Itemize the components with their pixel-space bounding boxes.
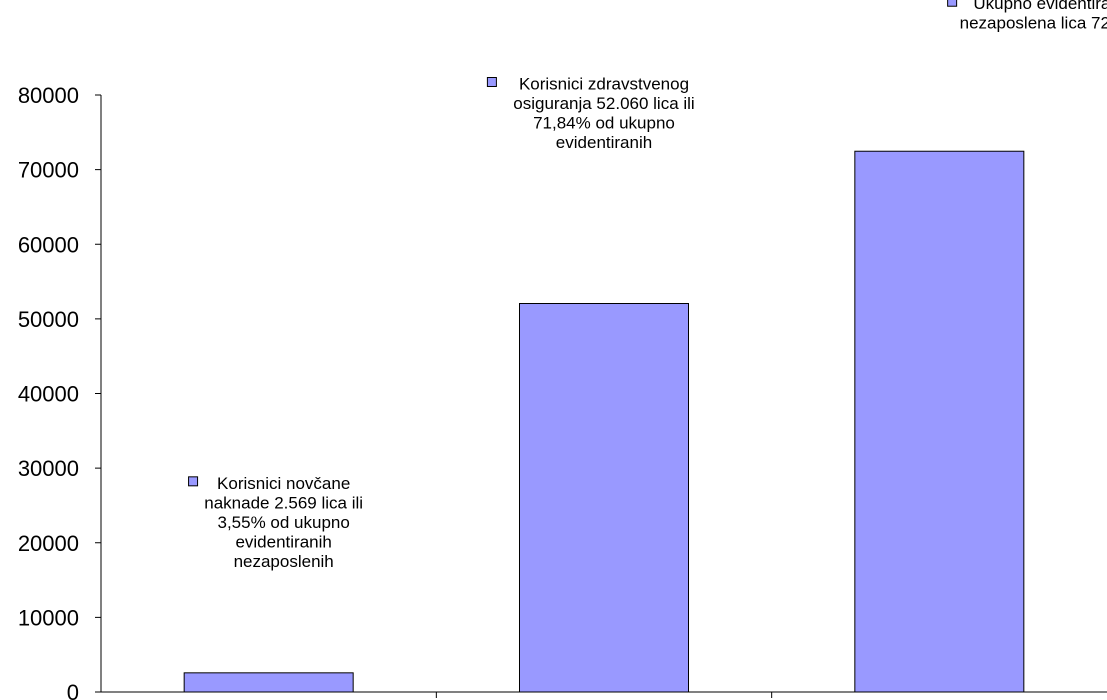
data-label-key <box>486 77 497 88</box>
bar <box>518 303 690 693</box>
data-label-line: 3,55% od ukupno <box>217 513 349 532</box>
y-tick-label: 20000 <box>18 531 79 556</box>
data-label-line: osiguranja 52.060 lica ili <box>513 94 694 113</box>
data-label-line: Korisnici novčane <box>217 474 350 493</box>
y-tick-label: 70000 <box>18 158 79 183</box>
y-tick-label: 10000 <box>18 605 79 630</box>
data-label-line: Ukupno evidentirana <box>973 0 1107 13</box>
y-tick-label: 0 <box>67 680 79 700</box>
data-label-line: nezaposlenih <box>234 552 334 571</box>
data-label-line: evidentiranih <box>556 133 652 152</box>
y-axis-ticks: 0 10000 20000 30000 40000 50000 60000 70000 8000… <box>18 83 101 700</box>
data-label-line: Korisnici zdravstvenog <box>519 75 689 94</box>
y-tick-label: 30000 <box>18 456 79 481</box>
y-tick-label: 60000 <box>18 232 79 257</box>
data-label-line: evidentiranih <box>235 532 331 551</box>
y-tick-label: 40000 <box>18 382 79 407</box>
y-tick-label: 50000 <box>18 307 79 332</box>
data-label-key <box>188 476 199 487</box>
data-label-key <box>947 0 958 7</box>
bar <box>854 150 1025 693</box>
data-label-line: 71,84% od ukupno <box>533 114 675 133</box>
bars <box>183 150 1025 693</box>
y-tick-label: 80000 <box>18 83 79 108</box>
data-label-line: naknade 2.569 lica ili <box>204 493 363 512</box>
data-label-line: nezaposlena lica 72.465 <box>960 14 1107 33</box>
bar <box>183 672 354 693</box>
